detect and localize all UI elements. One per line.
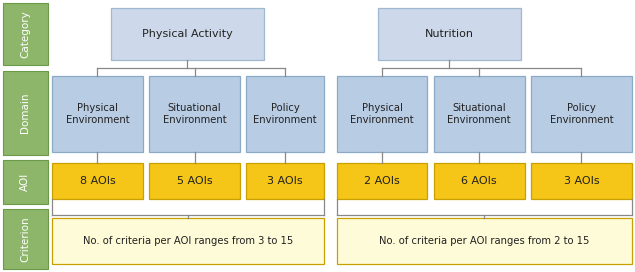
Text: 3 AOIs: 3 AOIs xyxy=(563,176,599,186)
Text: 6 AOIs: 6 AOIs xyxy=(461,176,497,186)
FancyBboxPatch shape xyxy=(3,71,48,155)
Text: Domain: Domain xyxy=(20,93,30,133)
Text: 3 AOIs: 3 AOIs xyxy=(267,176,303,186)
Text: Category: Category xyxy=(20,10,30,58)
FancyBboxPatch shape xyxy=(111,8,264,60)
Text: No. of criteria per AOI ranges from 2 to 15: No. of criteria per AOI ranges from 2 to… xyxy=(379,236,589,246)
FancyBboxPatch shape xyxy=(337,163,427,199)
Text: Physical
Environment: Physical Environment xyxy=(65,103,130,125)
Text: Criterion: Criterion xyxy=(20,217,30,262)
FancyBboxPatch shape xyxy=(434,163,525,199)
FancyBboxPatch shape xyxy=(52,218,324,264)
FancyBboxPatch shape xyxy=(246,76,324,152)
Text: Policy
Environment: Policy Environment xyxy=(549,103,613,125)
Text: AOI: AOI xyxy=(20,173,30,191)
Text: No. of criteria per AOI ranges from 3 to 15: No. of criteria per AOI ranges from 3 to… xyxy=(83,236,293,246)
Text: Physical Activity: Physical Activity xyxy=(142,29,232,39)
FancyBboxPatch shape xyxy=(149,76,240,152)
FancyBboxPatch shape xyxy=(337,218,632,264)
FancyBboxPatch shape xyxy=(246,163,324,199)
Text: Nutrition: Nutrition xyxy=(425,29,474,39)
Text: Situational
Environment: Situational Environment xyxy=(163,103,227,125)
Text: Physical
Environment: Physical Environment xyxy=(350,103,414,125)
Text: 2 AOIs: 2 AOIs xyxy=(364,176,400,186)
FancyBboxPatch shape xyxy=(3,3,48,65)
FancyBboxPatch shape xyxy=(149,163,240,199)
Text: Situational
Environment: Situational Environment xyxy=(447,103,511,125)
FancyBboxPatch shape xyxy=(52,76,143,152)
Text: Policy
Environment: Policy Environment xyxy=(253,103,317,125)
FancyBboxPatch shape xyxy=(434,76,525,152)
FancyBboxPatch shape xyxy=(531,163,632,199)
FancyBboxPatch shape xyxy=(52,163,143,199)
FancyBboxPatch shape xyxy=(3,160,48,204)
FancyBboxPatch shape xyxy=(378,8,521,60)
FancyBboxPatch shape xyxy=(3,209,48,269)
Text: 5 AOIs: 5 AOIs xyxy=(177,176,213,186)
FancyBboxPatch shape xyxy=(337,76,427,152)
Text: 8 AOIs: 8 AOIs xyxy=(79,176,116,186)
FancyBboxPatch shape xyxy=(531,76,632,152)
